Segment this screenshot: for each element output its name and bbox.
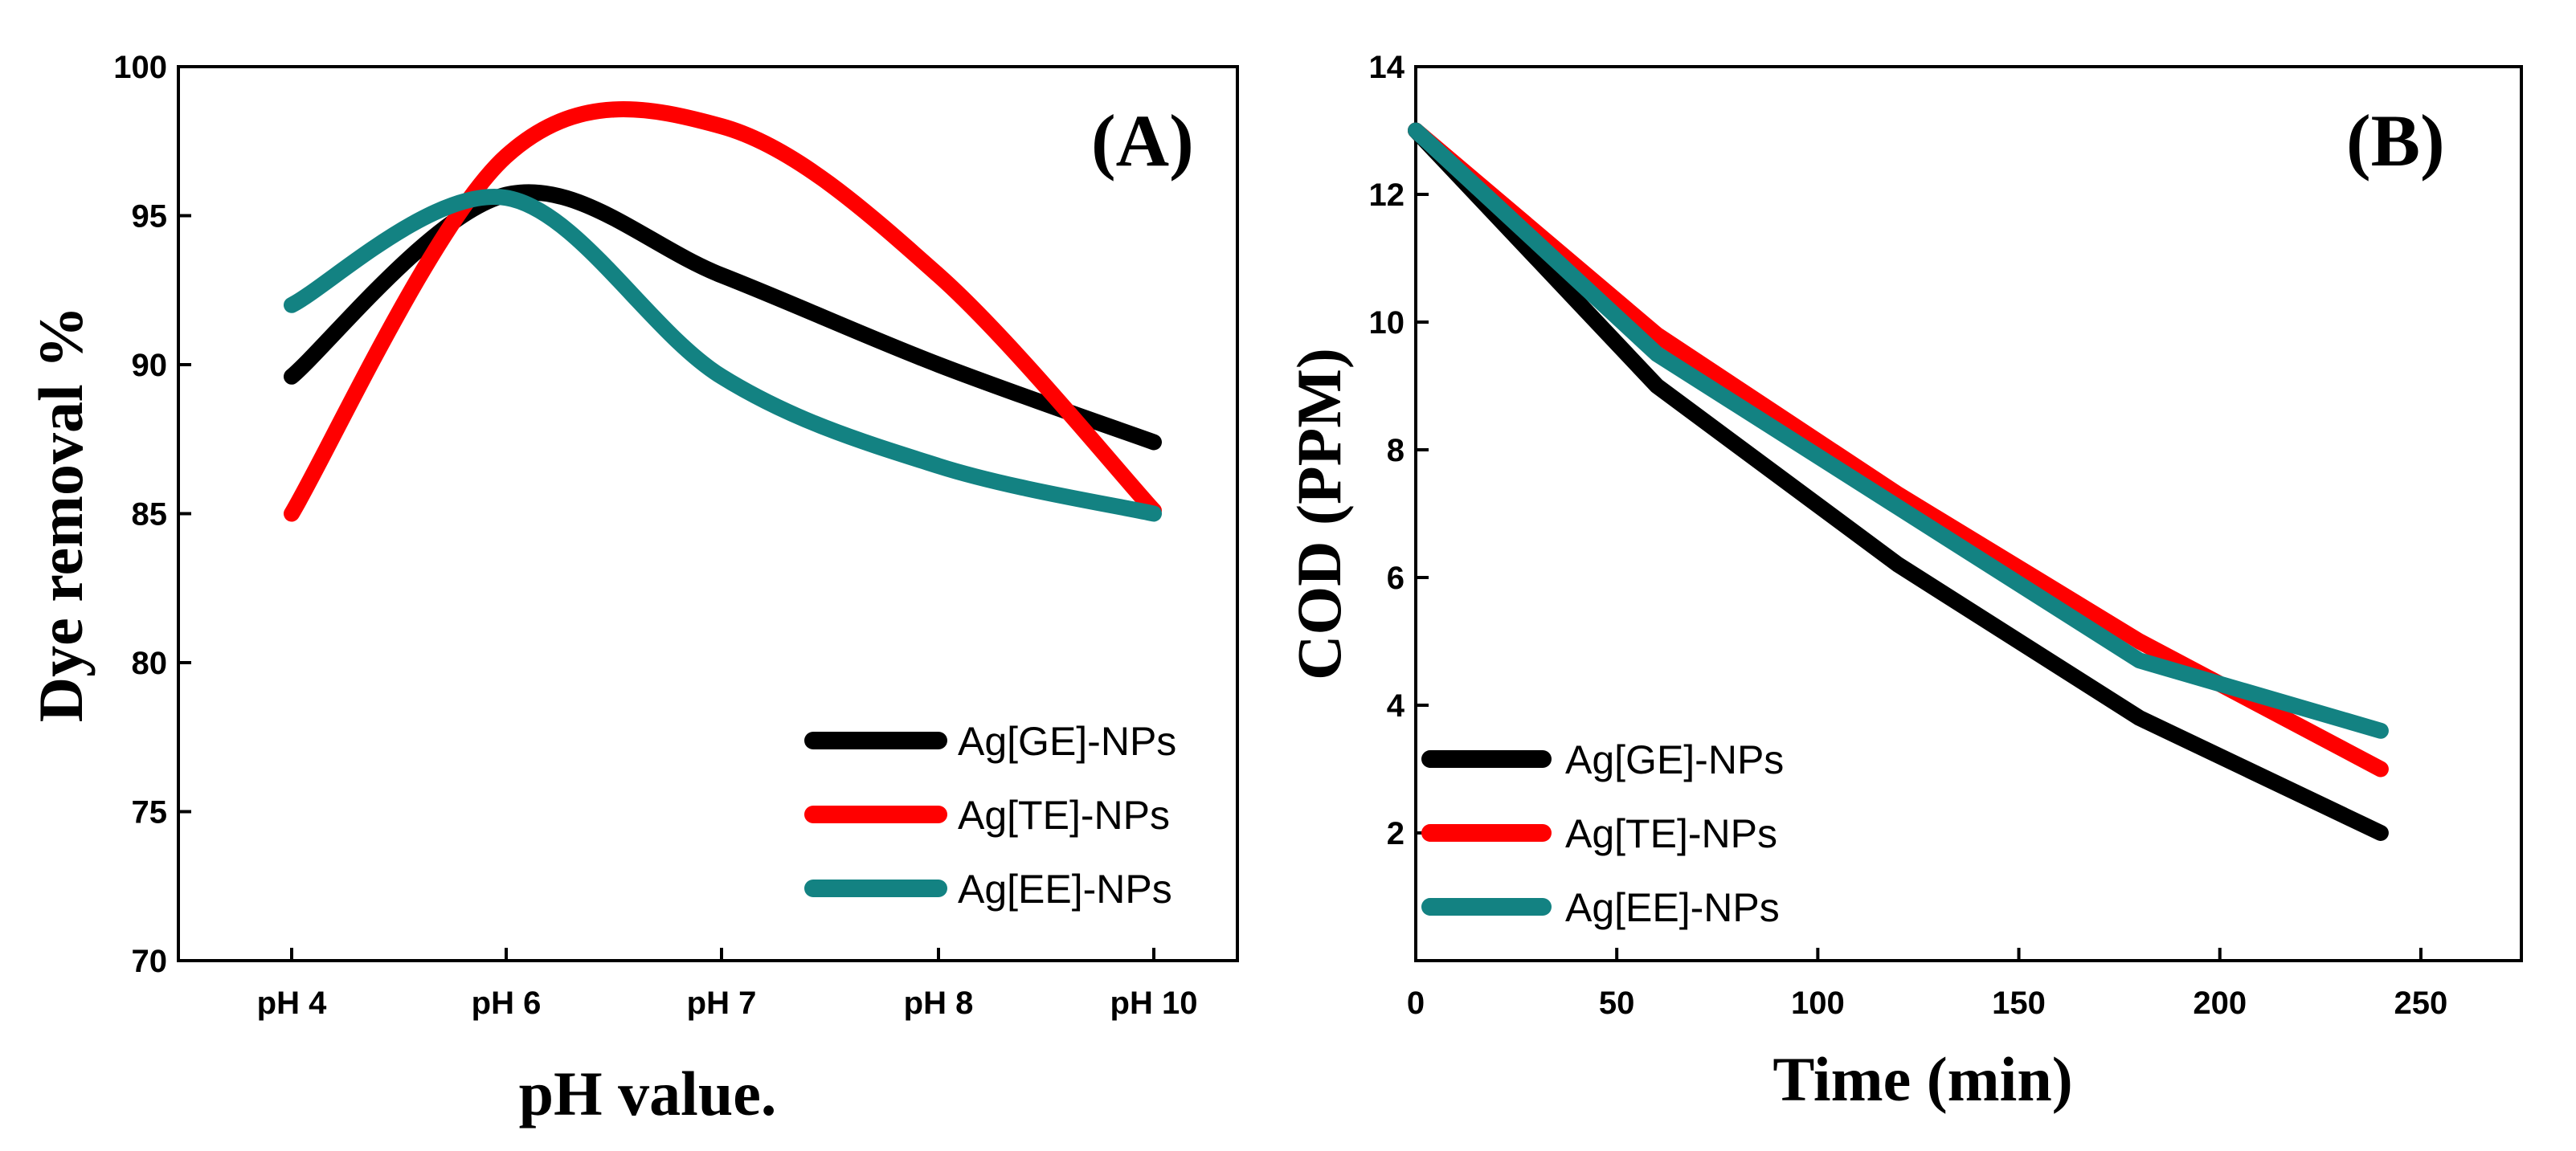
x-tick-label: 50 <box>1599 986 1635 1021</box>
panel-a-x-axis-title: pH value. <box>519 1059 777 1129</box>
panel-b-x-axis-title: Time (min) <box>1773 1044 2072 1114</box>
panel-b-y-axis-title: COD (PPM) <box>1284 348 1354 680</box>
y-tick-label: 14 <box>1369 50 1405 85</box>
panel-b-cod-chart: 2 4 6 8 10 12 14 0 50 100 150 200 250 (B) Time (min)… <box>1284 50 2523 1114</box>
y-tick-label: 8 <box>1387 433 1405 468</box>
panel-a-legend: Ag[GE]-NPs Ag[TE]-NPs Ag[EE]-NPs <box>804 719 1176 912</box>
x-tick-label: pH 10 <box>1110 986 1198 1021</box>
series-line <box>284 101 1162 522</box>
y-tick-label: 95 <box>132 199 168 235</box>
y-tick-label: 80 <box>132 646 168 681</box>
y-tick-label: 85 <box>132 497 168 533</box>
series-line <box>1408 122 2389 739</box>
y-tick-label: 75 <box>132 795 168 831</box>
x-tick-label: pH 7 <box>687 986 757 1021</box>
series-line <box>284 189 1162 522</box>
x-tick-label: 250 <box>2394 986 2448 1021</box>
panel-a-ticks: 70 75 80 85 90 95 100 pH 4 pH 6 pH 7 pH 8 pH 10 <box>113 50 1197 1021</box>
x-tick-label: pH 4 <box>257 986 327 1021</box>
legend-label: Ag[GE]-NPs <box>958 719 1176 764</box>
legend-label: Ag[TE]-NPs <box>1565 811 1777 856</box>
x-tick-label: pH 8 <box>904 986 974 1021</box>
y-tick-label: 4 <box>1387 688 1405 724</box>
panel-b-series-lines <box>1408 122 2389 841</box>
panel-b-plot-frame <box>1414 65 2523 962</box>
y-tick-label: 100 <box>113 50 167 85</box>
y-tick-label: 2 <box>1387 816 1405 851</box>
y-tick-label: 6 <box>1387 561 1405 596</box>
panel-b-label: (B) <box>2346 100 2445 182</box>
panel-a-y-axis-title: Dye removal % <box>26 306 96 722</box>
panel-b-legend: Ag[GE]-NPs Ag[TE]-NPs Ag[EE]-NPs <box>1421 737 1784 930</box>
x-tick-label: 150 <box>1992 986 2046 1021</box>
y-tick-label: 10 <box>1369 305 1405 341</box>
series-line <box>284 184 1162 451</box>
y-tick-label: 70 <box>132 944 168 979</box>
panel-a-label: (A) <box>1091 100 1194 182</box>
x-tick-label: 100 <box>1791 986 1845 1021</box>
panel-b-ticks: 2 4 6 8 10 12 14 0 50 100 150 200 250 <box>1369 50 2448 1021</box>
legend-label: Ag[TE]-NPs <box>958 793 1170 838</box>
legend-label: Ag[EE]-NPs <box>1565 885 1780 930</box>
x-tick-label: 200 <box>2193 986 2247 1021</box>
x-tick-label: 0 <box>1407 986 1425 1021</box>
panel-a-dye-removal-chart: 70 75 80 85 90 95 100 pH 4 pH 6 pH 7 pH 8 pH 10 (A)… <box>26 50 1239 1129</box>
y-tick-label: 90 <box>132 348 168 383</box>
y-tick-label: 12 <box>1369 178 1405 213</box>
x-tick-label: pH 6 <box>472 986 542 1021</box>
series-line <box>1408 122 2389 841</box>
legend-label: Ag[GE]-NPs <box>1565 737 1784 782</box>
panel-a-series-lines <box>284 101 1162 522</box>
series-line <box>1408 122 2389 778</box>
legend-label: Ag[EE]-NPs <box>958 867 1172 912</box>
